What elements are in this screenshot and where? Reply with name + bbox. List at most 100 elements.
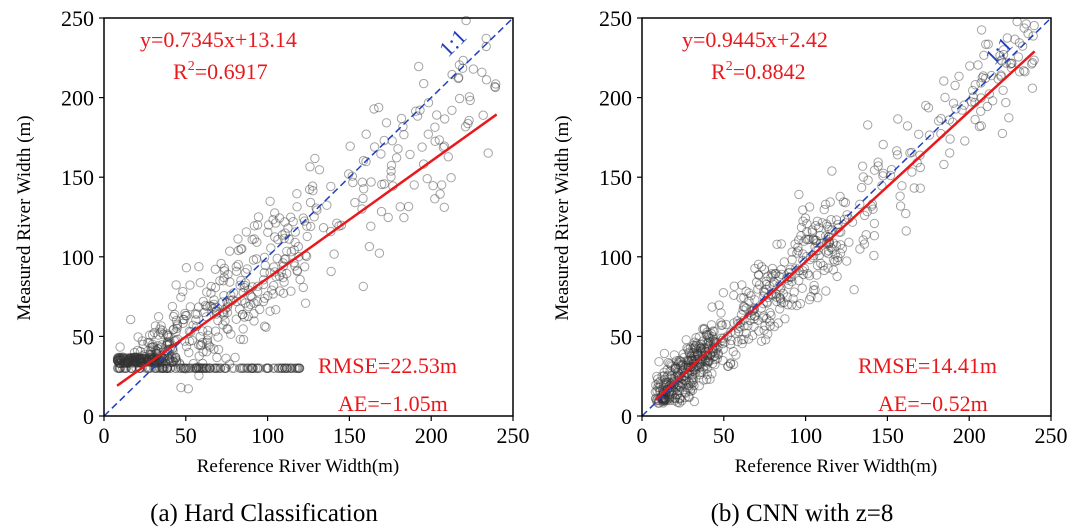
scatter-point	[698, 375, 709, 385]
scatter-point	[733, 336, 743, 347]
scatter-point	[652, 386, 662, 396]
scatter-point	[290, 363, 300, 373]
scatter-point	[784, 279, 794, 290]
scatter-point	[202, 301, 212, 312]
scatter-point	[176, 363, 186, 373]
scatter-point	[116, 355, 127, 365]
scatter-point	[747, 305, 757, 315]
scatter-point	[674, 358, 684, 368]
scatter-point	[696, 343, 706, 353]
scatter-point	[121, 363, 131, 373]
scatter-point	[172, 321, 183, 331]
scatter-point	[1029, 20, 1039, 31]
scatter-point	[995, 50, 1005, 61]
scatter-point	[659, 395, 669, 405]
scatter-point	[1027, 58, 1038, 68]
scatter-point	[143, 337, 153, 348]
scatter-point	[242, 363, 252, 373]
scatter-point	[778, 288, 788, 299]
scatter-point	[761, 335, 771, 345]
scatter-point	[695, 370, 705, 380]
scatter-point	[281, 254, 291, 264]
scatter-point	[808, 285, 819, 295]
scatter-point	[901, 208, 911, 219]
scatter-point	[725, 358, 736, 368]
scatter-point	[265, 196, 275, 207]
scatter-points	[112, 15, 501, 394]
scatter-point	[671, 356, 682, 366]
scatter-point	[266, 243, 276, 253]
scatter-point	[858, 235, 868, 245]
scatter-point	[153, 358, 163, 368]
scatter-point	[998, 45, 1009, 55]
scatter-point	[692, 350, 702, 361]
scatter-point	[776, 264, 786, 275]
scatter-point	[212, 363, 222, 373]
scatter-point	[128, 357, 139, 367]
scatter-point	[817, 218, 827, 228]
scatter-point	[670, 362, 681, 372]
scatter-point	[682, 355, 692, 366]
regression-line	[116, 113, 498, 387]
scatter-point	[180, 363, 191, 373]
scatter-point	[170, 354, 181, 364]
scatter-point	[683, 356, 694, 366]
scatter-point	[795, 299, 806, 309]
scatter-point	[660, 394, 671, 405]
scatter-point	[688, 370, 698, 380]
scatter-point	[463, 118, 473, 129]
scatter-point	[149, 363, 160, 373]
scatter-point	[263, 363, 274, 373]
scatter-point	[835, 191, 845, 202]
scatter-point	[222, 324, 232, 334]
scatter-point	[461, 15, 471, 26]
scatter-point	[907, 147, 917, 158]
scatter-point	[334, 221, 344, 231]
scatter-point	[1019, 23, 1029, 33]
scatter-point	[202, 363, 212, 373]
scatter-point	[730, 328, 741, 338]
scatter-point	[191, 363, 202, 373]
scatter-point	[195, 363, 206, 373]
panel-a: 0 50 100 150 200 250 0 50 100 150 200 250 Referenc…	[14, 6, 530, 527]
scatter-point	[939, 76, 949, 86]
scatter-point	[844, 237, 854, 248]
scatter-point	[225, 246, 235, 256]
scatter-point	[835, 240, 846, 250]
scatter-point	[686, 374, 697, 384]
scatter-point	[240, 298, 251, 308]
scatter-point	[794, 275, 804, 286]
scatter-point	[131, 354, 141, 364]
scatter-point	[827, 244, 837, 254]
regression-line	[654, 50, 1036, 402]
scatter-point	[116, 358, 126, 369]
scatter-point	[358, 155, 369, 166]
scatter-point	[117, 358, 128, 368]
scatter-point	[863, 120, 873, 130]
scatter-point	[127, 356, 138, 367]
scatter-point	[185, 302, 196, 312]
scatter-point	[292, 363, 302, 373]
scatter-point	[699, 343, 710, 353]
scatter-point	[818, 261, 828, 271]
scatter-point	[821, 219, 832, 229]
scatter-point	[246, 299, 256, 310]
scatter-point	[270, 218, 281, 228]
scatter-point	[180, 364, 191, 374]
scatter-point	[699, 323, 709, 334]
scatter-point	[126, 363, 137, 373]
scatter-point	[216, 258, 226, 269]
scatter-point	[126, 353, 136, 363]
scatter-point	[345, 141, 355, 151]
scatter-point	[728, 346, 738, 357]
scatter-point	[231, 296, 242, 307]
scatter-point	[430, 136, 440, 147]
scatter-point	[396, 113, 407, 124]
scatter-point	[130, 357, 140, 367]
scatter-point	[749, 305, 759, 315]
scatter-point	[688, 374, 698, 385]
scatter-point	[116, 353, 126, 364]
scatter-point	[118, 358, 128, 368]
scatter-point	[685, 355, 695, 366]
scatter-point	[202, 287, 212, 297]
